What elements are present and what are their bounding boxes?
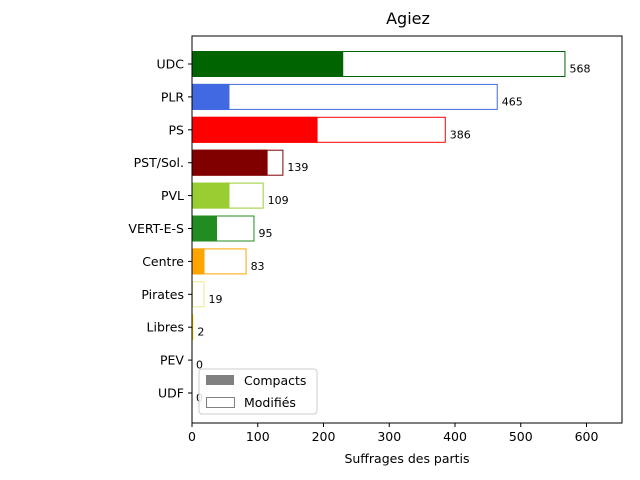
- bar-modifies-plr: [192, 83, 498, 110]
- bar-compacts-ps: [192, 116, 318, 143]
- data-label-libres: 2: [197, 326, 204, 339]
- x-tick-label: 200: [312, 429, 336, 444]
- data-label-plr: 465: [502, 95, 523, 108]
- bar-compacts-vert-e-s: [192, 215, 217, 242]
- y-tick-label: UDC: [156, 57, 184, 72]
- bar-compacts-pst-sol: [192, 149, 268, 176]
- data-labels: 568465386139109958319200: [196, 63, 590, 405]
- x-axis-title: Suffrages des partis: [344, 451, 469, 466]
- y-tick-label: PLR: [161, 89, 185, 104]
- x-tick-label: 0: [188, 429, 196, 444]
- data-label-pvl: 109: [268, 194, 289, 207]
- x-tick-label: 600: [575, 429, 599, 444]
- y-tick-label: PS: [169, 122, 185, 137]
- legend-swatch-compacts: [206, 375, 234, 385]
- data-label-vert-e-s: 95: [258, 227, 272, 240]
- legend: Compacts Modifiés: [198, 368, 318, 415]
- bars-layer: [192, 51, 566, 341]
- data-label-pev: 0: [196, 359, 203, 372]
- x-tick-label: 300: [377, 429, 401, 444]
- y-tick-label: UDF: [158, 386, 184, 401]
- chart-title: Agiez: [386, 9, 430, 28]
- y-tick-label: Pirates: [141, 287, 184, 302]
- bar-compacts-plr: [192, 83, 230, 110]
- y-tick-label: PEV: [160, 353, 184, 368]
- data-label-centre: 83: [251, 260, 265, 273]
- y-tick-label: Centre: [142, 254, 184, 269]
- data-label-udc: 568: [569, 63, 590, 76]
- bar-compacts-centre: [192, 248, 205, 275]
- x-axis-ticks: 0 100 200 300 400 500 600: [188, 423, 598, 444]
- plot-frame: [191, 35, 623, 424]
- y-tick-label: PVL: [161, 188, 184, 203]
- x-tick-label: 500: [509, 429, 533, 444]
- x-tick-label: 400: [443, 429, 467, 444]
- bar-compacts-udc: [192, 51, 344, 77]
- data-label-ps: 386: [450, 128, 471, 141]
- bar-compacts-pvl: [192, 182, 230, 209]
- y-tick-label: Libres: [147, 320, 184, 335]
- legend-label-compacts: Compacts: [244, 373, 306, 388]
- y-axis-ticks: UDC PLR PS PST/Sol. PVL VERT-E-S Centre Pirates…: [128, 57, 192, 401]
- legend-label-modifies: Modifiés: [244, 395, 296, 410]
- bar-modifies-pirates: [192, 281, 205, 308]
- y-tick-label: VERT-E-S: [128, 221, 184, 236]
- y-tick-label: PST/Sol.: [134, 155, 184, 170]
- legend-swatch-modifies: [206, 397, 235, 408]
- data-label-pst-sol: 139: [287, 161, 308, 174]
- data-label-pirates: 19: [208, 293, 222, 306]
- x-tick-label: 100: [246, 429, 270, 444]
